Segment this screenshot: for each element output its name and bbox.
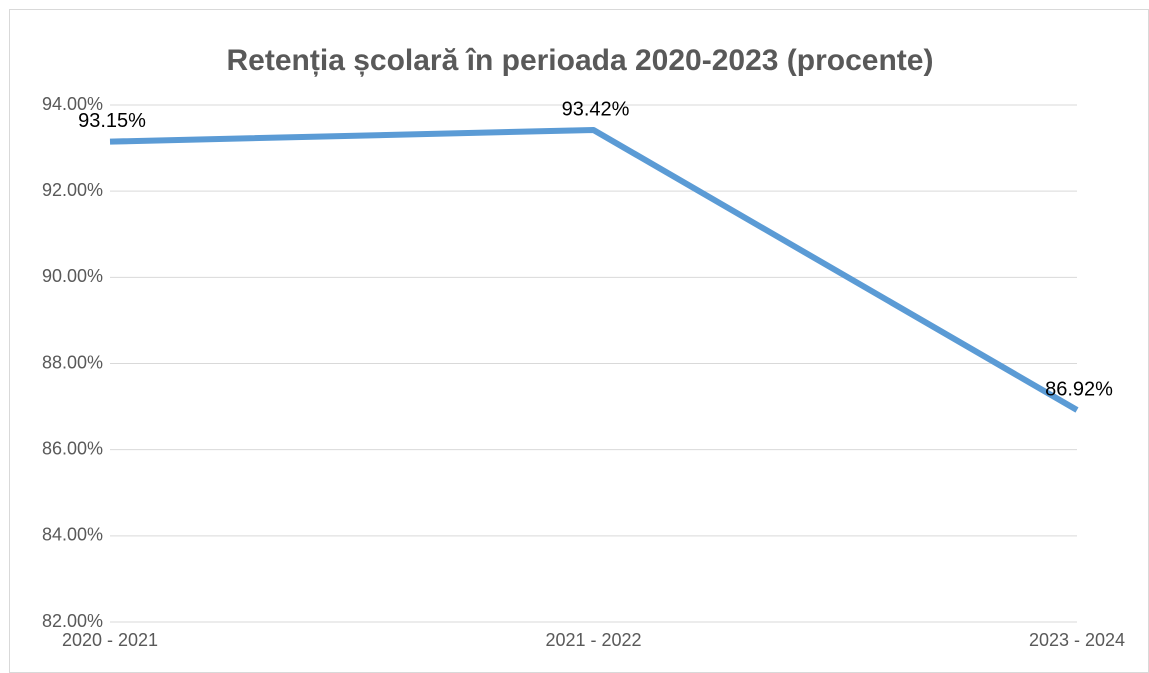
y-tick-label: 86.00% <box>42 438 103 458</box>
y-tick-label: 94.00% <box>42 94 103 114</box>
y-tick-label: 90.00% <box>42 266 103 286</box>
x-tick-label: 2020 - 2021 <box>62 630 158 650</box>
line-series <box>109 126 1079 413</box>
x-tick-label: 2021 - 2022 <box>545 630 641 650</box>
data-label: 93.42% <box>562 98 630 120</box>
y-tick-label: 88.00% <box>42 352 103 372</box>
x-tick-label: 2023 - 2024 <box>1029 630 1125 650</box>
y-tick-label: 84.00% <box>42 525 103 545</box>
data-label: 86.92% <box>1045 378 1113 400</box>
y-tick-label: 92.00% <box>42 180 103 200</box>
data-label: 93.15% <box>78 110 146 132</box>
y-tick-label: 82.00% <box>42 611 103 631</box>
chart-title: Retenția școlară în perioada 2020-2023 (… <box>227 44 934 77</box>
